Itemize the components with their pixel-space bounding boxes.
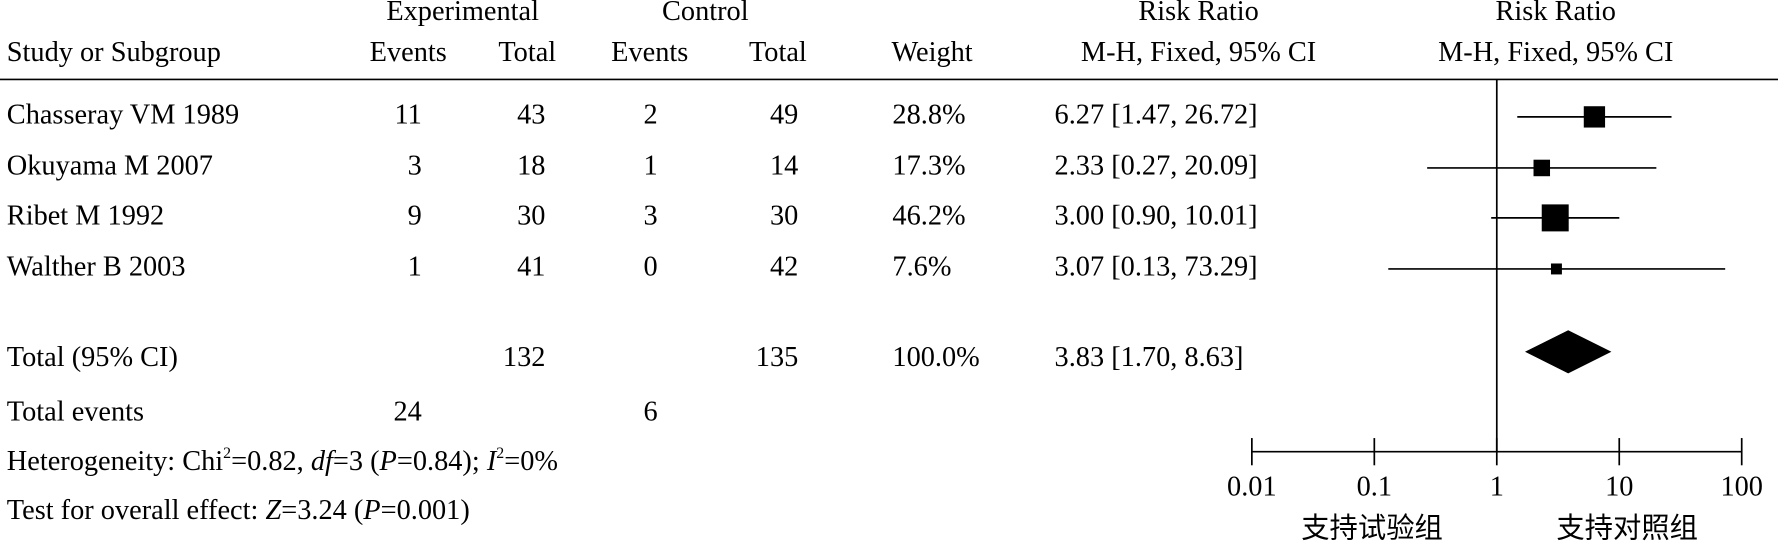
x-tick-label: 10 bbox=[1605, 472, 1633, 503]
total-events-name: Total events bbox=[7, 397, 144, 428]
text-part: Heterogeneity: Chi bbox=[7, 446, 223, 477]
x-tick-label: 1 bbox=[1490, 472, 1504, 503]
text-part: df bbox=[311, 446, 337, 477]
ctl-events: 3 bbox=[644, 200, 658, 231]
ctl-events: 6 bbox=[644, 397, 658, 428]
header: Total bbox=[498, 37, 556, 68]
header: Study or Subgroup bbox=[7, 37, 221, 68]
text-part: 2 bbox=[496, 445, 504, 462]
header: Control bbox=[662, 0, 749, 27]
header: Experimental bbox=[386, 0, 539, 27]
text-part: =0.84); bbox=[397, 446, 487, 477]
study-name: Okuyama M 2007 bbox=[7, 150, 213, 181]
x-label-left: 支持试验组 bbox=[1301, 513, 1443, 545]
exp-events: 9 bbox=[408, 200, 422, 231]
x-label-right: 支持对照组 bbox=[1556, 513, 1698, 545]
text-part: =0% bbox=[504, 446, 558, 477]
x-tick-label: 0.01 bbox=[1227, 472, 1277, 503]
exp-total: 18 bbox=[517, 150, 545, 181]
x-tick-label: 0.1 bbox=[1357, 472, 1392, 503]
summary-diamond bbox=[1525, 330, 1612, 374]
text-part: =3 ( bbox=[333, 446, 380, 477]
ci-label: 6.27 [1.47, 26.72] bbox=[1055, 99, 1258, 130]
header: Risk Ratio bbox=[1496, 0, 1616, 27]
effect-box bbox=[1550, 263, 1562, 275]
effect-box bbox=[1541, 204, 1569, 232]
text-part: 2 bbox=[223, 445, 231, 462]
exp-events: 1 bbox=[408, 251, 422, 282]
exp-total: 41 bbox=[517, 251, 545, 282]
effect-box bbox=[1533, 159, 1551, 177]
header: Weight bbox=[892, 37, 973, 68]
header: Total bbox=[749, 37, 807, 68]
weight: 46.2% bbox=[892, 200, 965, 231]
ci-label: 3.83 [1.70, 8.63] bbox=[1055, 342, 1244, 373]
ctl-events: 0 bbox=[644, 251, 658, 282]
ctl-total: 49 bbox=[770, 99, 798, 130]
weight: 100.0% bbox=[892, 342, 979, 373]
x-tick-label: 100 bbox=[1720, 472, 1762, 503]
weight: 28.8% bbox=[892, 99, 965, 130]
ci-label: 2.33 [0.27, 20.09] bbox=[1055, 150, 1258, 181]
text-part: P bbox=[379, 446, 397, 477]
header: Events bbox=[611, 37, 688, 68]
study-name: Walther B 2003 bbox=[7, 251, 186, 282]
exp-events: 24 bbox=[393, 397, 421, 428]
ci-label: 3.07 [0.13, 73.29] bbox=[1055, 251, 1258, 282]
study-name: Ribet M 1992 bbox=[7, 200, 164, 231]
overall-effect: Test for overall effect: Z=3.24 (P=0.001… bbox=[7, 494, 470, 525]
header: Risk Ratio bbox=[1138, 0, 1258, 27]
header: Events bbox=[370, 37, 447, 68]
header: M-H, Fixed, 95% CI bbox=[1438, 37, 1673, 68]
text-part: =0.82, bbox=[231, 446, 311, 477]
text-part: P bbox=[362, 494, 380, 525]
exp-events: 3 bbox=[408, 150, 422, 181]
text-part: Z bbox=[265, 494, 281, 525]
ctl-total: 42 bbox=[770, 251, 798, 282]
ctl-total: 14 bbox=[770, 150, 798, 181]
ctl-events: 2 bbox=[644, 99, 658, 130]
text-part: Test for overall effect: bbox=[7, 494, 266, 525]
header: M-H, Fixed, 95% CI bbox=[1081, 37, 1316, 68]
total-name: Total (95% CI) bbox=[7, 342, 178, 373]
ctl-events: 1 bbox=[644, 150, 658, 181]
effect-box bbox=[1583, 106, 1606, 128]
text-part: =3.24 ( bbox=[281, 494, 363, 525]
ctl-total: 135 bbox=[756, 342, 798, 373]
weight: 17.3% bbox=[892, 150, 965, 181]
exp-events: 11 bbox=[395, 99, 422, 130]
exp-total: 30 bbox=[517, 200, 545, 231]
heterogeneity: Heterogeneity: Chi2=0.82, df=3 (P=0.84);… bbox=[7, 445, 558, 477]
text-part: =0.001) bbox=[381, 494, 470, 525]
ci-label: 3.00 [0.90, 10.01] bbox=[1055, 200, 1258, 231]
exp-total: 43 bbox=[517, 99, 545, 130]
text-part: I bbox=[486, 446, 498, 477]
ctl-total: 30 bbox=[770, 200, 798, 231]
study-name: Chasseray VM 1989 bbox=[7, 99, 239, 130]
exp-total: 132 bbox=[503, 342, 545, 373]
weight: 7.6% bbox=[892, 251, 951, 282]
